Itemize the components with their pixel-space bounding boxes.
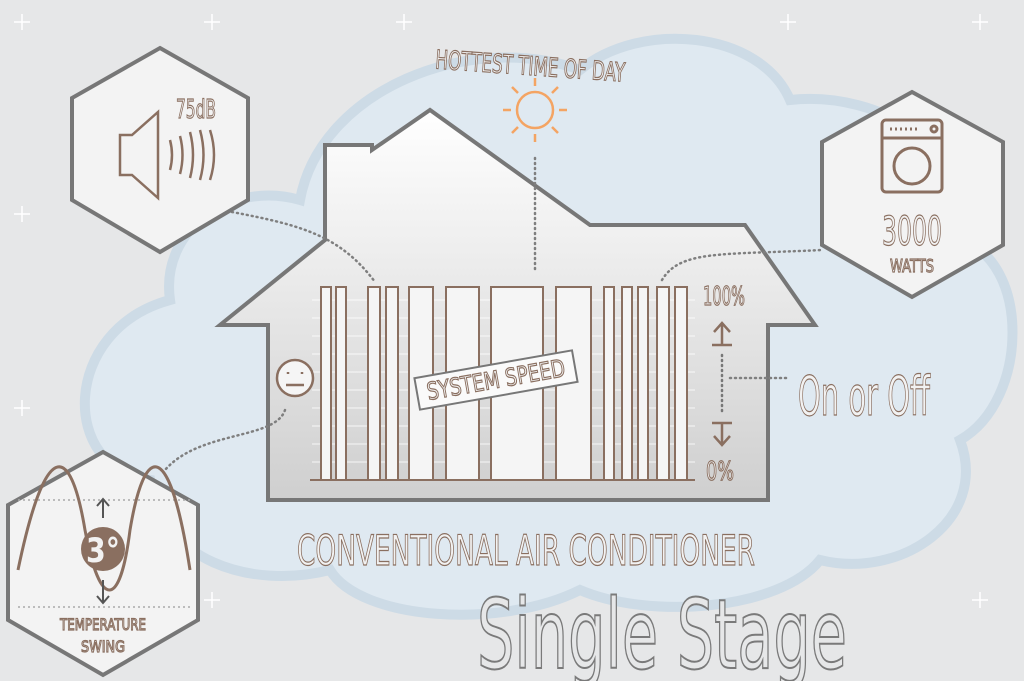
subtitle: Single Stage bbox=[477, 579, 847, 681]
temperature-value: 3° bbox=[86, 531, 120, 571]
temperature-label: SWING bbox=[81, 637, 125, 656]
speed-min: 0% bbox=[706, 457, 734, 487]
face bbox=[277, 360, 313, 396]
power-value: 3000 bbox=[882, 209, 942, 255]
temperature-label: TEMPERATURE bbox=[59, 615, 146, 634]
speed-mode: On or Off bbox=[798, 365, 931, 428]
infographic: SYSTEM SPEED 100% 0% On or Off HOTTEST T… bbox=[0, 0, 1024, 681]
speed-max: 100% bbox=[703, 282, 745, 312]
noise-label: 75dB bbox=[176, 95, 216, 125]
title: CONVENTIONAL AIR CONDITIONER bbox=[297, 526, 755, 575]
power-unit: WATTS bbox=[890, 256, 934, 277]
